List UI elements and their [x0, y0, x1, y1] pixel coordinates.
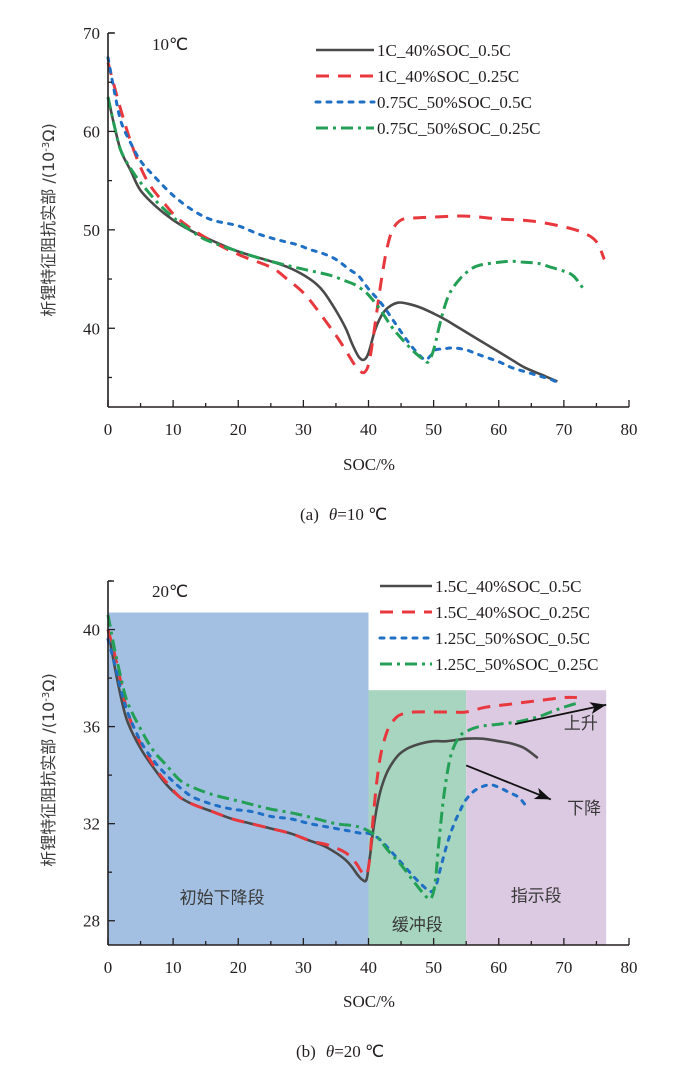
chart-a-y-axis-title: 析锂特征阻抗实部 /(10-3Ω): [39, 123, 58, 317]
chart-a-y-axis-title-main: 析锂特征阻抗实部 /(10: [39, 152, 58, 317]
chart-b-region-label-0: 初始下降段: [180, 889, 265, 909]
chart-b-y-tick-label-0: 28: [83, 912, 100, 931]
chart-panel-a: 0 10 20 30 40 50 60 70 80 40 50 60 70 10℃ SOC/% 析锂特…: [39, 24, 638, 524]
chart-b-legend-label-1: 1.5C_40%SOC_0.25C: [435, 603, 590, 622]
chart-b-series-3: [106, 614, 581, 901]
chart-b-x-tick-label-1: 10: [165, 958, 182, 977]
chart-a-caption-prefix: (a): [300, 505, 319, 524]
chart-a-legend-label-1: 1C_40%SOC_0.25C: [377, 67, 519, 86]
chart-b-y-axis-title: 析锂特征阻抗实部 /(10-3Ω): [39, 673, 58, 867]
chart-b-annotation-arrowhead-1: [533, 787, 551, 800]
chart-b-region-label-1: 缓冲段: [392, 915, 443, 935]
chart-b-y-tick-label-1: 32: [83, 815, 100, 834]
chart-b-y-tick-label-3: 40: [83, 621, 100, 640]
chart-b-region-0: [108, 612, 369, 945]
chart-b-caption-value: =20 ℃: [334, 1042, 384, 1061]
chart-b-legend: 1.5C_40%SOC_0.5C 1.5C_40%SOC_0.25C 1.25C_5…: [378, 577, 598, 674]
chart-b-caption: (b) θ=20 ℃: [296, 1042, 384, 1061]
chart-b-x-tick-label-7: 70: [555, 958, 572, 977]
chart-b-series-2: [106, 637, 527, 894]
chart-a-caption-theta: θ: [329, 505, 337, 524]
chart-b-annotation-label-0: 上升: [564, 714, 598, 734]
chart-a-y-tick-label-0: 40: [83, 319, 100, 338]
chart-b-x-tick-labels: 0 10 20 30 40 50 60 70 80: [104, 958, 638, 977]
chart-a-x-tick-label-4: 40: [360, 420, 377, 439]
chart-b-legend-label-3: 1.25C_50%SOC_0.25C: [435, 655, 598, 674]
chart-b-y-tick-labels: 28 32 36 40: [83, 621, 100, 931]
chart-a-x-tick-label-3: 30: [295, 420, 312, 439]
chart-b-temperature-label: 20℃: [152, 582, 188, 601]
chart-b-y-axis-title-exp: -3: [41, 692, 52, 702]
chart-b-x-tick-label-8: 80: [621, 958, 638, 977]
chart-a-x-tick-label-0: 0: [104, 420, 113, 439]
chart-a-legend-label-2: 0.75C_50%SOC_0.5C: [377, 93, 532, 112]
chart-b-y-tick-label-2: 36: [83, 718, 100, 737]
chart-a-x-tick-label-8: 80: [621, 420, 638, 439]
chart-b-annotation-arrow-1: [465, 764, 552, 801]
chart-a-series-group: [106, 56, 606, 384]
chart-b-x-tick-label-0: 0: [104, 958, 113, 977]
chart-b-axes: [107, 580, 630, 946]
chart-b-x-tick-label-2: 20: [230, 958, 247, 977]
chart-a-x-tick-labels: 0 10 20 30 40 50 60 70 80: [104, 420, 638, 439]
chart-a-legend-label-3: 0.75C_50%SOC_0.25C: [377, 119, 540, 138]
chart-b-annotation-arrow-0: [514, 703, 607, 726]
chart-b-x-tick-label-6: 60: [490, 958, 507, 977]
chart-a-legend-label-0: 1C_40%SOC_0.5C: [377, 41, 511, 60]
chart-a-y-axis-title-unit: Ω): [39, 123, 58, 141]
chart-b-x-tick-label-3: 30: [295, 958, 312, 977]
chart-b-x-tick-label-4: 40: [360, 958, 377, 977]
chart-b-legend-label-2: 1.25C_50%SOC_0.5C: [435, 629, 590, 648]
chart-a-axes: [107, 32, 630, 408]
chart-a-series-0: [106, 96, 558, 383]
chart-a-x-tick-label-2: 20: [230, 420, 247, 439]
chart-b-y-axis-title-unit: Ω): [39, 673, 58, 691]
chart-a-x-tick-label-5: 50: [425, 420, 442, 439]
chart-b-region-2: [466, 690, 607, 945]
chart-b-region-label-2: 指示段: [511, 886, 562, 906]
chart-a-x-tick-label-6: 60: [490, 420, 507, 439]
chart-a-y-axis-title-exp: -3: [41, 142, 52, 152]
chart-b-x-tick-label-5: 50: [425, 958, 442, 977]
chart-b-caption-theta: θ: [326, 1042, 334, 1061]
chart-a-x-axis-title: SOC/%: [343, 455, 395, 474]
chart-a-y-tick-label-1: 50: [83, 221, 100, 240]
chart-b-y-axis-title-main: 析锂特征阻抗实部 /(10: [39, 702, 58, 867]
chart-a-y-tick-label-3: 70: [83, 24, 100, 43]
chart-b-caption-prefix: (b): [296, 1042, 316, 1061]
chart-a-caption: (a) θ=10 ℃: [300, 505, 387, 524]
chart-a-x-tick-label-7: 70: [555, 420, 572, 439]
chart-a-series-2: [106, 56, 559, 384]
chart-b-annotation-arrowhead-0: [589, 702, 607, 714]
chart-a-y-tick-label-2: 60: [83, 122, 100, 141]
chart-b-series-group: [106, 614, 581, 901]
chart-b-annotation-label-1: 下降: [567, 799, 601, 819]
chart-b-region-1: [368, 690, 467, 945]
chart-b-legend-label-0: 1.5C_40%SOC_0.5C: [435, 577, 581, 596]
chart-a-series-1: [106, 62, 606, 375]
chart-a-temperature-label: 10℃: [152, 35, 188, 54]
chart-a-x-tick-label-1: 10: [165, 420, 182, 439]
chart-b-x-axis-title: SOC/%: [343, 992, 395, 1011]
chart-a-legend: 1C_40%SOC_0.5C 1C_40%SOC_0.25C 0.75C_50%SO…: [314, 41, 540, 138]
chart-b-series-0: [106, 629, 539, 883]
chart-a-y-tick-labels: 40 50 60 70: [83, 24, 100, 338]
chart-b-series-1: [106, 629, 577, 878]
chart-a-caption-value: =10 ℃: [337, 505, 387, 524]
